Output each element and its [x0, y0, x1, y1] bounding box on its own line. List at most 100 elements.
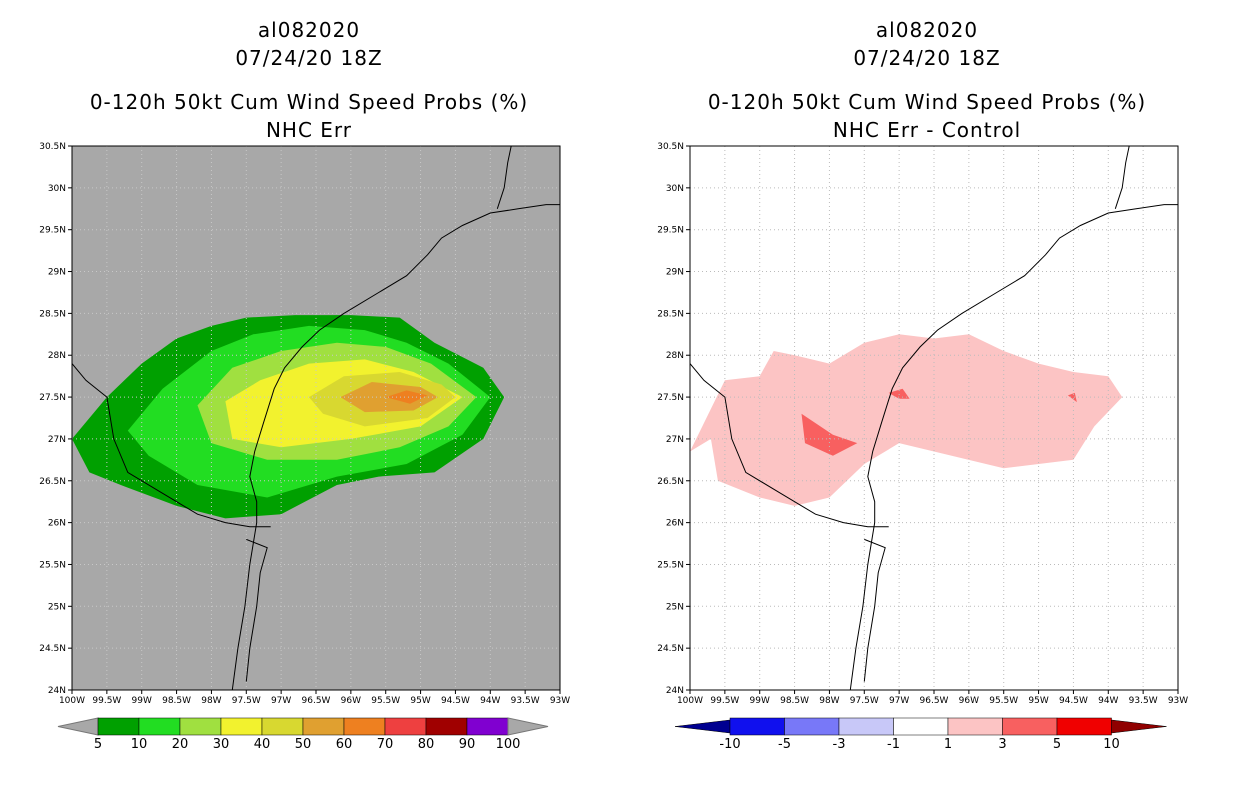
island-line — [863, 538, 886, 682]
x-tick-label: 94W — [1098, 696, 1118, 706]
storm-id: al082020 — [257, 18, 361, 42]
y-tick-label: 28.5N — [39, 309, 66, 319]
y-tick-label: 26N — [666, 519, 684, 529]
contour-3 — [888, 388, 910, 399]
y-tick-label: 29N — [48, 268, 66, 278]
colorbar-arrow-left — [57, 717, 99, 736]
y-tick-label: 30.5N — [39, 142, 66, 152]
x-tick-label: 99W — [750, 696, 770, 706]
x-tick-label: 97.5W — [850, 696, 879, 706]
colorbar-swatch — [947, 717, 1003, 736]
colorbar-swatch — [179, 717, 222, 736]
contour-3 — [1067, 392, 1077, 403]
contour-1 — [690, 334, 1123, 506]
map-lines — [690, 146, 1178, 690]
colorbar-label: 1 — [944, 737, 952, 752]
y-tick-label: 30.5N — [657, 142, 684, 152]
y-tick-label: 25.5N — [39, 560, 66, 570]
colorbar-swatch — [302, 717, 345, 736]
x-tick-label: 94.5W — [441, 696, 470, 706]
chart-right: 100W 99.5W 99W 98.5W 98W 97.5W 97W 96.5W 96W 95.5… — [657, 142, 1188, 752]
colorbar-label: 50 — [295, 737, 312, 752]
colorbar-swatch — [1002, 717, 1058, 736]
y-tick-label: 27.5N — [657, 393, 684, 403]
river-line — [1114, 146, 1130, 209]
y-tick-label: 24.5N — [39, 644, 66, 654]
y-tick-label: 26.5N — [39, 477, 66, 487]
colorbar-arrow-right — [1111, 719, 1167, 734]
y-tick-label: 28N — [666, 351, 684, 361]
x-tick-label: 96.5W — [302, 696, 331, 706]
coastline — [849, 204, 1178, 690]
x-tick-label: 99W — [132, 696, 152, 706]
colorbar-arrow-right — [507, 717, 549, 736]
x-tick-label: 94W — [480, 696, 500, 706]
colorbar-swatch — [425, 717, 468, 736]
x-tick-label: 95.5W — [989, 696, 1018, 706]
y-tick-label: 26.5N — [657, 477, 684, 487]
x-tick-label: 100W — [59, 696, 85, 706]
y-tick-label: 24N — [666, 686, 684, 696]
datetime: 07/24/20 18Z — [235, 46, 383, 70]
colorbar-swatch — [384, 717, 427, 736]
y-tick-label: 24N — [48, 686, 66, 696]
colorbar-swatch — [220, 717, 263, 736]
colorbar-swatch — [466, 717, 509, 736]
colorbar-label: 30 — [213, 737, 230, 752]
y-tick-label: 29N — [666, 268, 684, 278]
river-line — [496, 146, 512, 209]
storm-id: al082020 — [875, 18, 979, 42]
y-tick-label: 30N — [666, 184, 684, 194]
border-line — [690, 363, 889, 528]
x-tick-label: 93W — [550, 696, 570, 706]
grid — [72, 146, 560, 690]
colorbar-label: -1 — [887, 737, 900, 752]
colorbar-label: 20 — [172, 737, 189, 752]
datetime: 07/24/20 18Z — [853, 46, 1001, 70]
x-tick-label: 97W — [889, 696, 909, 706]
y-tick-label: 27N — [48, 435, 66, 445]
x-tick-label: 94.5W — [1059, 696, 1088, 706]
chart-title: 0-120h 50kt Cum Wind Speed Probs (%) — [707, 90, 1147, 114]
grid — [690, 146, 1178, 690]
y-tick-label: 26N — [48, 519, 66, 529]
colorbar-swatch — [838, 717, 894, 736]
colorbar-label: 40 — [254, 737, 271, 752]
x-tick-label: 98W — [201, 696, 221, 706]
x-tick-label: 97.5W — [232, 696, 261, 706]
x-tick-label: 100W — [677, 696, 703, 706]
chart-title: 0-120h 50kt Cum Wind Speed Probs (%) — [89, 90, 529, 114]
contour-layer — [72, 315, 505, 519]
y-tick-label: 30N — [48, 184, 66, 194]
panel-nhc-err: al082020 07/24/20 18Z 0-120h 50kt Cum Wi… — [39, 18, 570, 752]
colorbar-swatch — [729, 717, 785, 736]
x-tick-label: 97W — [271, 696, 291, 706]
colorbar-label: -5 — [778, 737, 791, 752]
x-tick-label: 96.5W — [920, 696, 949, 706]
y-tick-label: 25N — [666, 602, 684, 612]
y-tick-label: 25N — [48, 602, 66, 612]
colorbar-label: 70 — [377, 737, 394, 752]
x-tick-label: 98.5W — [162, 696, 191, 706]
colorbar-label: -3 — [833, 737, 846, 752]
chart-left: 100W 99.5W 99W 98.5W 98W 97.5W 97W 96.5W 96W 95.5… — [39, 142, 570, 752]
y-tick-label: 25.5N — [657, 560, 684, 570]
y-tick-label: 29.5N — [39, 226, 66, 236]
colorbar-label: 10 — [1103, 737, 1120, 752]
colorbar-label: -10 — [719, 737, 740, 752]
y-tick-label: 24.5N — [657, 644, 684, 654]
x-tick-label: 93.5W — [1129, 696, 1158, 706]
map-lines — [72, 146, 560, 690]
colorbar-label: 10 — [131, 737, 148, 752]
panel-nhc-err-control: al082020 07/24/20 18Z 0-120h 50kt Cum Wi… — [618, 0, 1236, 800]
y-tick-label: 28.5N — [657, 309, 684, 319]
x-tick-label: 99.5W — [710, 696, 739, 706]
colorbar-swatch — [261, 717, 304, 736]
chart-subtitle: NHC Err — [265, 118, 353, 142]
x-tick-label: 99.5W — [92, 696, 121, 706]
x-tick-label: 93W — [1168, 696, 1188, 706]
y-tick-label: 27.5N — [39, 393, 66, 403]
chart-subtitle: NHC Err - Control — [832, 118, 1022, 142]
colorbar-label: 90 — [459, 737, 476, 752]
colorbar-swatch — [1056, 717, 1112, 736]
